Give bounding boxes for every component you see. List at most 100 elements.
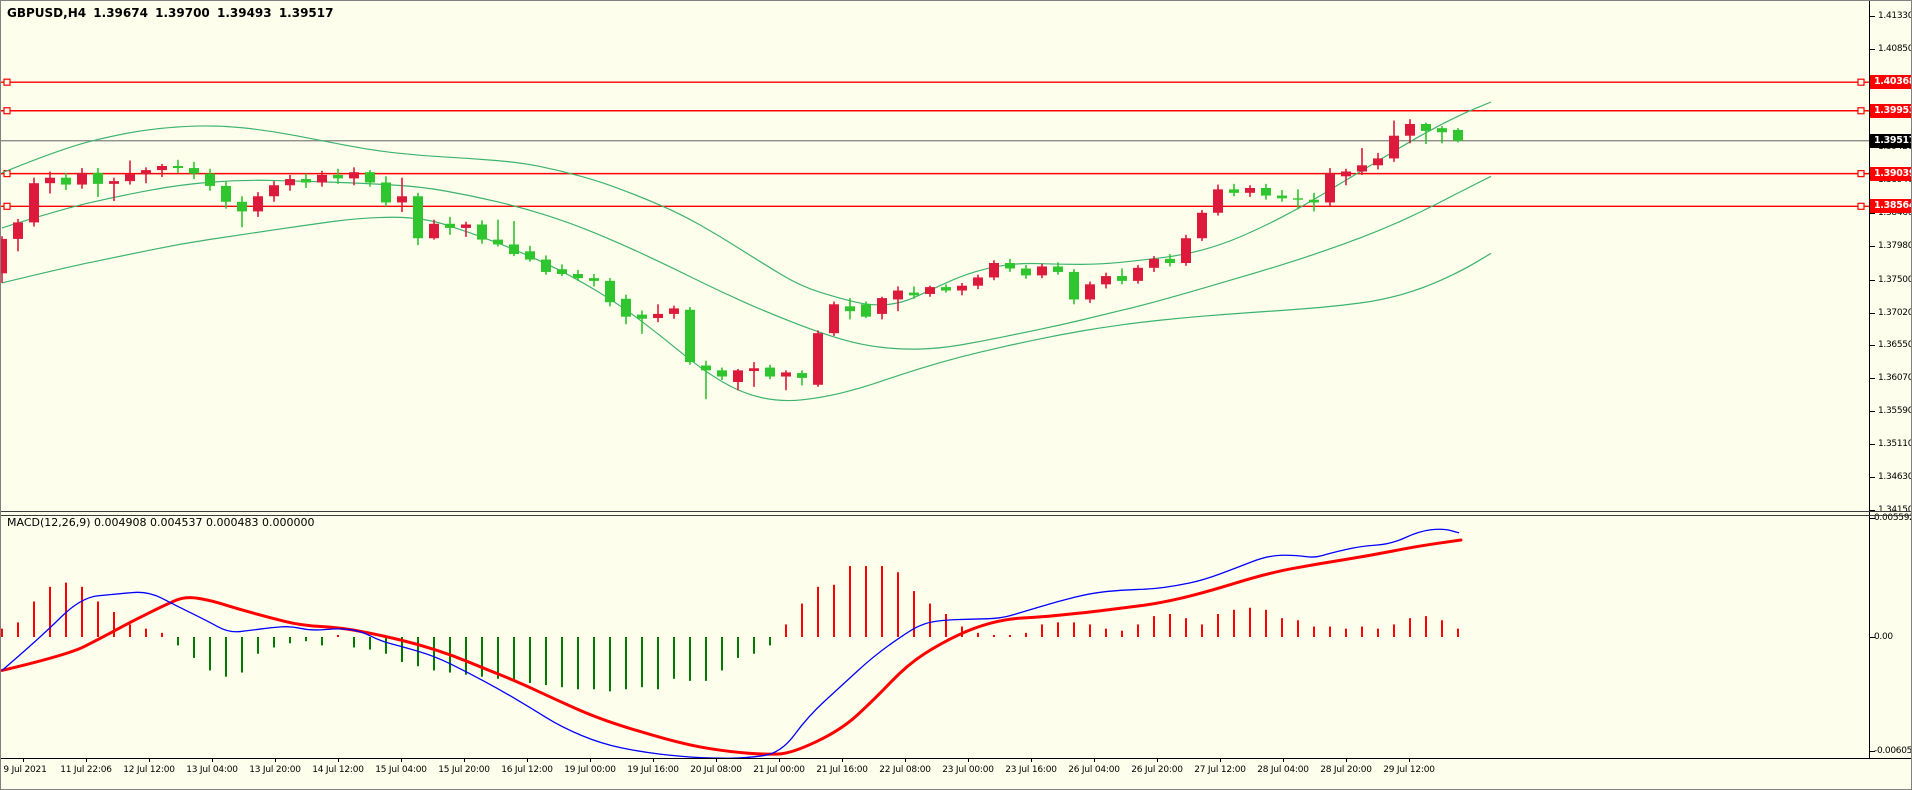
- candle-body: [845, 306, 855, 312]
- candle-body: [477, 224, 487, 240]
- pane-separator[interactable]: [1, 515, 1911, 516]
- price-tick-label: 1.37020: [1878, 307, 1912, 318]
- candle-body: [1437, 128, 1447, 133]
- hline-handle[interactable]: [3, 78, 11, 86]
- time-tick-mark: [1220, 758, 1221, 762]
- candle-body: [429, 223, 439, 239]
- time-axis-label: 28 Jul 04:00: [1257, 765, 1309, 775]
- time-tick-mark: [716, 758, 717, 762]
- time-axis-label: 19 Jul 16:00: [627, 765, 679, 775]
- chart-ohlc-header: GBPUSD,H4 1.39674 1.39700 1.39493 1.3951…: [7, 6, 336, 20]
- price-tick-mark: [1869, 213, 1875, 215]
- candle-body: [1069, 271, 1079, 300]
- macd-pane[interactable]: [1, 517, 1869, 759]
- hline-handle[interactable]: [1857, 78, 1865, 86]
- candle-body: [925, 287, 935, 294]
- time-tick-mark: [1157, 758, 1158, 762]
- macd-axis-label: 0.005592: [1874, 513, 1912, 523]
- candle-body: [1229, 189, 1239, 193]
- hline-handle[interactable]: [1857, 170, 1865, 178]
- macd-tick-mark: [1869, 518, 1875, 519]
- price-tick-label: 1.37500: [1878, 274, 1912, 285]
- candle-body: [1293, 198, 1303, 200]
- time-axis-label: 22 Jul 08:00: [879, 765, 931, 775]
- candle-body: [573, 274, 583, 279]
- time-tick-mark: [1031, 758, 1032, 762]
- candlestick-series: [1, 119, 1463, 400]
- time-tick-mark: [23, 758, 24, 762]
- candle-body: [381, 182, 391, 203]
- price-tick-mark: [1869, 410, 1875, 412]
- candle-body: [77, 172, 87, 185]
- current-price-badge: 1.39517: [1870, 133, 1911, 148]
- candle-body: [1277, 195, 1287, 199]
- candle-body: [1149, 258, 1159, 268]
- candle-body: [909, 292, 919, 296]
- macd-indicator-header: MACD(12,26,9) 0.004908 0.004537 0.000483…: [7, 516, 314, 529]
- price-tick-label: 1.40850: [1878, 44, 1912, 55]
- candle-body: [973, 277, 983, 286]
- price-tick-label: 1.36550: [1878, 339, 1912, 350]
- price-line-badge: 1.38564: [1870, 199, 1911, 214]
- hline-handle[interactable]: [3, 202, 11, 210]
- price-tick-mark: [1869, 180, 1875, 182]
- main-chart-pane[interactable]: [1, 1, 1869, 511]
- candle-body: [301, 179, 311, 183]
- candle-body: [717, 370, 727, 377]
- symbol-timeframe-label: GBPUSD,H4: [7, 6, 87, 20]
- price-tick-mark: [1869, 377, 1875, 379]
- time-axis-label: 12 Jul 12:00: [123, 765, 175, 775]
- candle-body: [557, 269, 567, 275]
- candle-body: [941, 287, 951, 291]
- candle-body: [93, 172, 103, 184]
- price-tick-label: 1.35590: [1878, 405, 1912, 416]
- macd-signal-line: [1, 538, 1463, 756]
- candle-body: [157, 165, 167, 171]
- candle-body: [125, 174, 135, 182]
- hline-handle[interactable]: [1857, 202, 1865, 210]
- hline-handle[interactable]: [1857, 107, 1865, 115]
- candle-body: [445, 223, 455, 228]
- candle-body: [1453, 129, 1463, 141]
- candle-body: [1389, 135, 1399, 159]
- price-tick-mark: [1869, 147, 1875, 149]
- candle-body: [29, 183, 39, 223]
- candle-body: [45, 177, 55, 184]
- macd-axis-label: 0.00: [1874, 632, 1893, 642]
- time-tick-mark: [590, 758, 591, 762]
- time-tick-mark: [905, 758, 906, 762]
- price-tick-mark: [1869, 312, 1875, 314]
- close-value: 1.39517: [278, 6, 334, 20]
- candle-body: [1197, 212, 1207, 239]
- candle-body: [61, 177, 71, 185]
- price-tick-mark: [1869, 246, 1875, 248]
- macd-tick-mark: [1869, 751, 1875, 752]
- candle-body: [509, 244, 519, 255]
- candle-body: [1325, 172, 1335, 203]
- candle-body: [333, 174, 343, 179]
- price-tick-mark: [1869, 344, 1875, 346]
- candle-body: [1053, 266, 1063, 272]
- time-axis-label: 9 Jul 2021: [3, 765, 47, 775]
- candle-body: [269, 185, 279, 197]
- time-axis-label: 21 Jul 00:00: [753, 765, 805, 775]
- candle-body: [1165, 258, 1175, 263]
- price-tick-label: 1.34150: [1878, 505, 1912, 515]
- time-tick-mark: [275, 758, 276, 762]
- time-tick-mark: [338, 758, 339, 762]
- candle-body: [1245, 188, 1255, 193]
- candle-body: [525, 251, 535, 260]
- time-axis-label: 26 Jul 04:00: [1068, 765, 1120, 775]
- time-tick-mark: [1346, 758, 1347, 762]
- time-tick-mark: [968, 758, 969, 762]
- candle-body: [1405, 124, 1415, 136]
- candle-body: [1181, 238, 1191, 263]
- time-axis-label: 20 Jul 08:00: [690, 765, 742, 775]
- price-tick-label: 1.38460: [1878, 208, 1912, 219]
- pane-separator[interactable]: [1, 511, 1911, 512]
- price-axis-line: [1869, 1, 1870, 758]
- candle-body: [733, 370, 743, 383]
- candle-body: [253, 196, 263, 212]
- hline-handle[interactable]: [3, 107, 11, 115]
- time-axis-line: [1, 758, 1911, 759]
